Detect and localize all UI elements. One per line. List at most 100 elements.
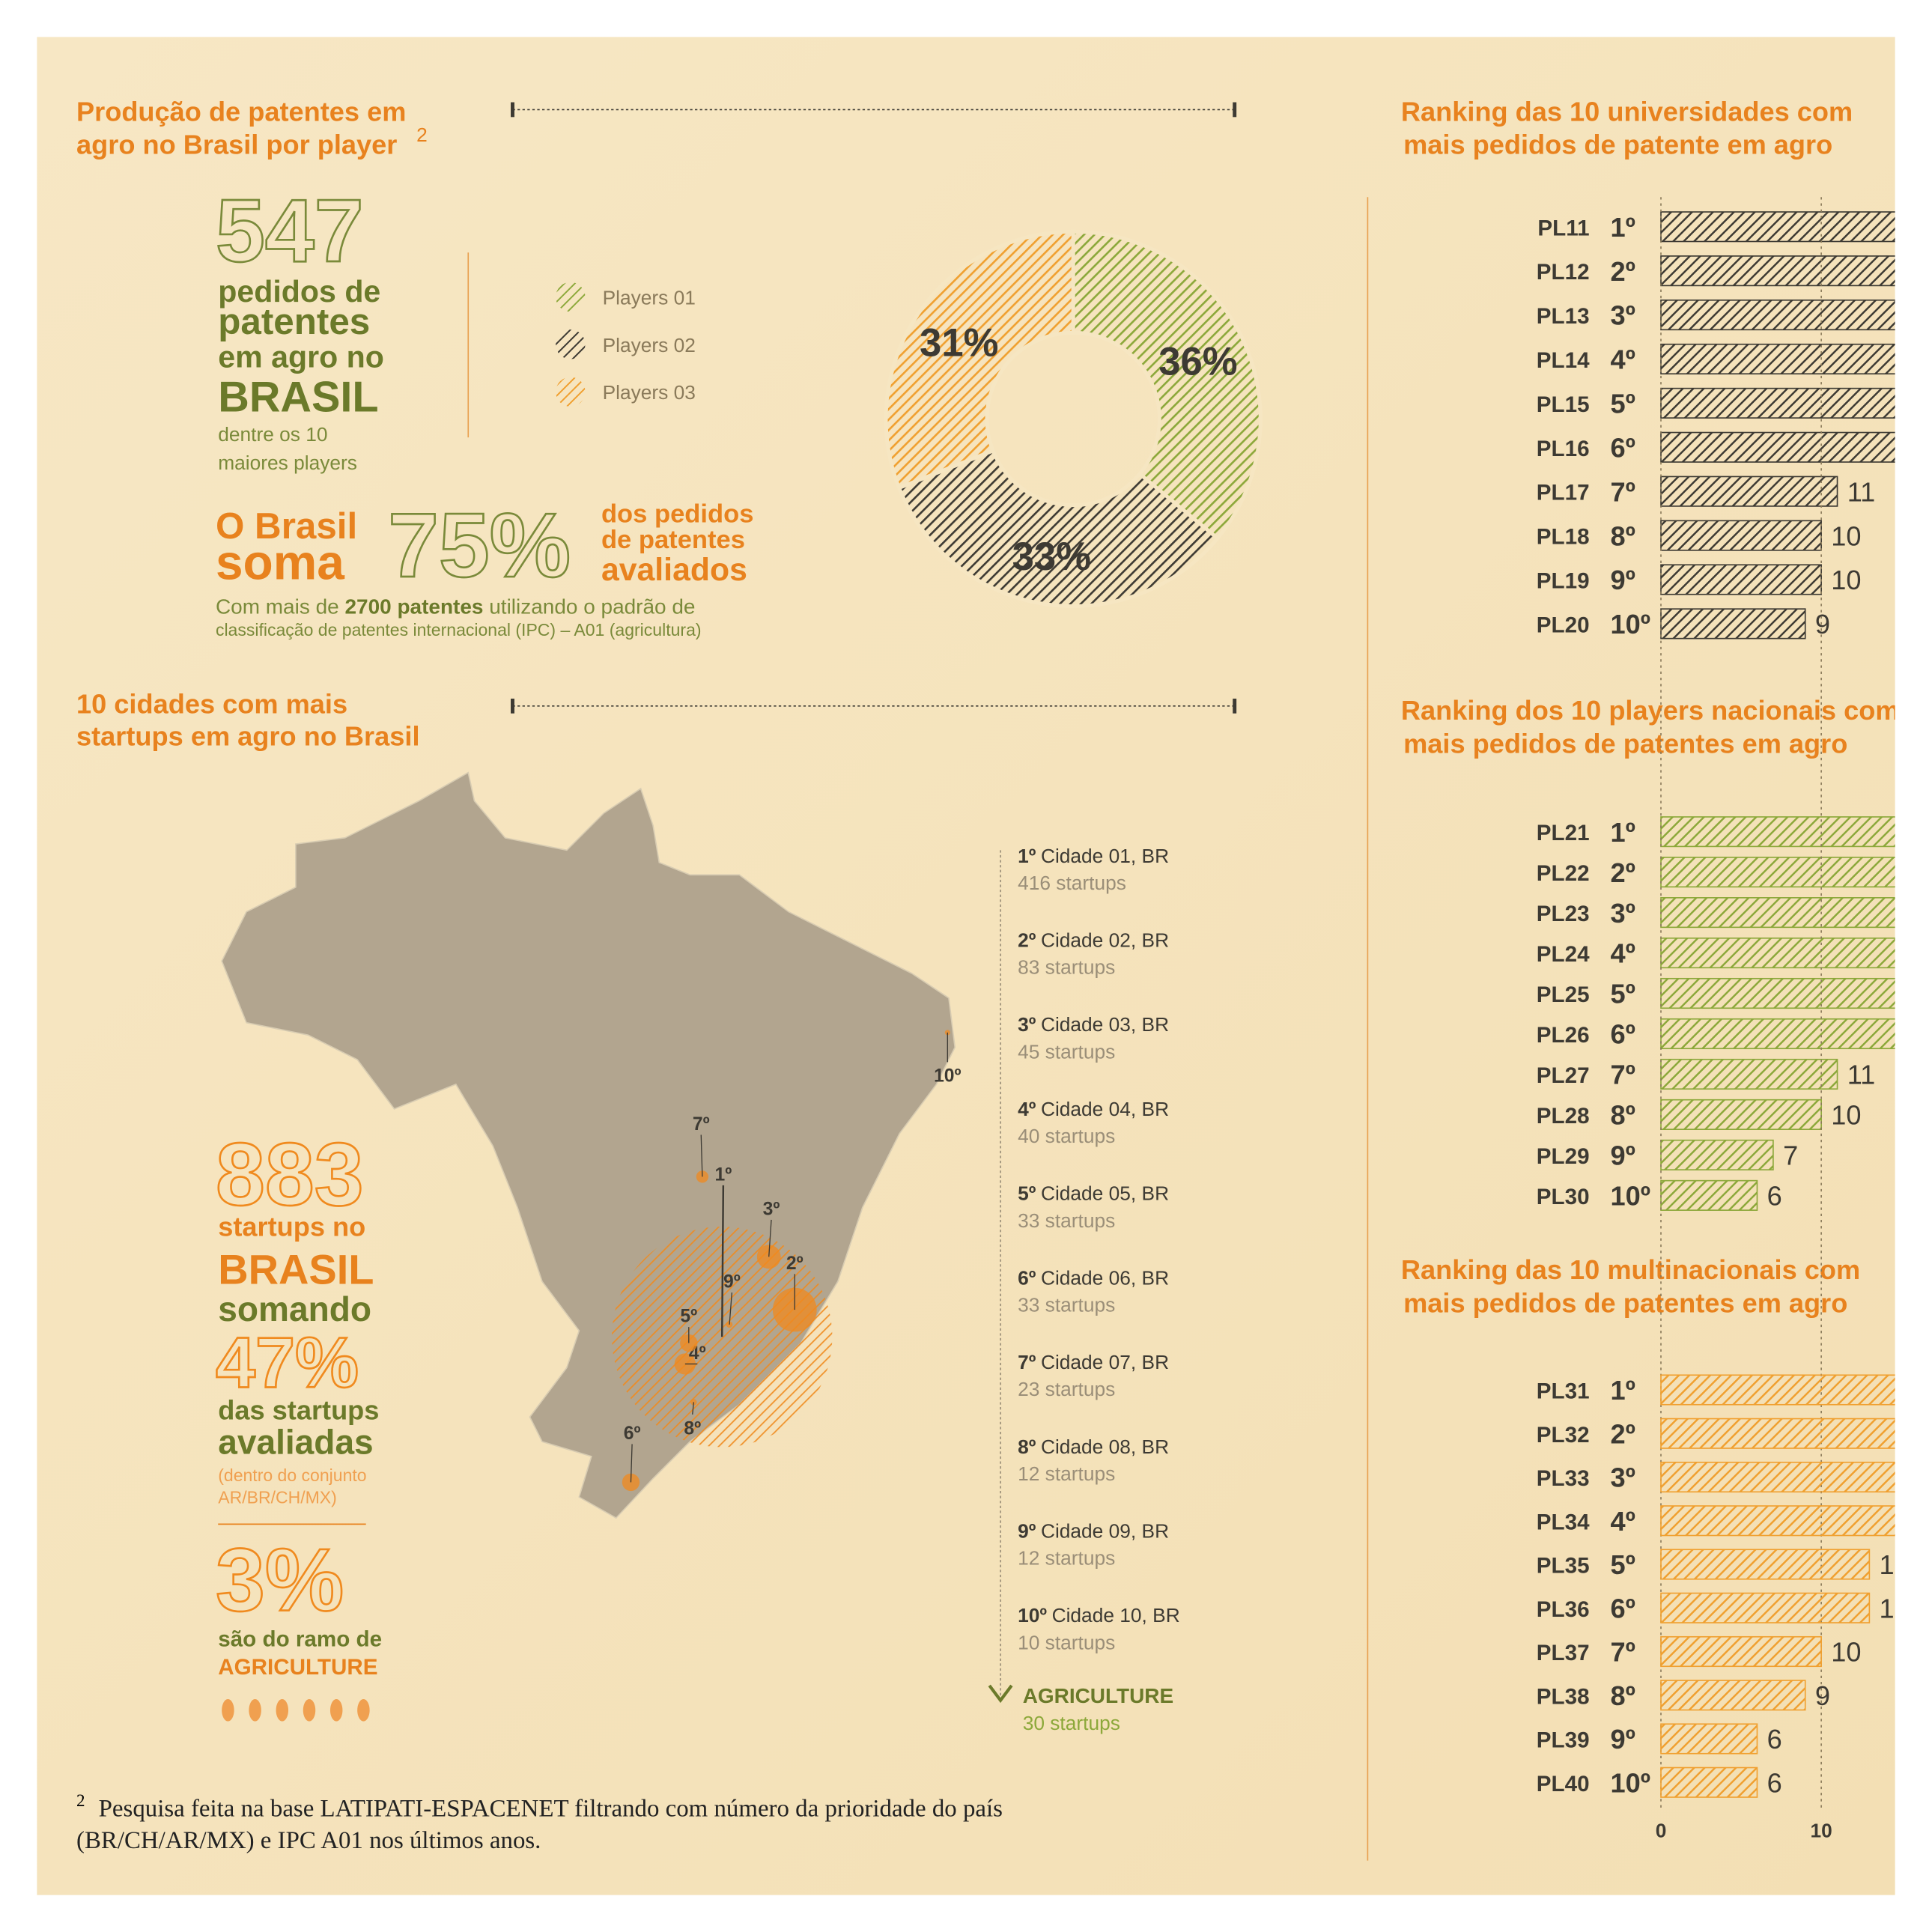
map-label: 6º xyxy=(624,1424,641,1444)
value-label: 13 xyxy=(1880,1549,1910,1580)
city-value: 12 startups xyxy=(1018,1547,1115,1570)
big-number: 3% xyxy=(216,1531,344,1630)
rule xyxy=(511,698,1237,714)
rank-label: 9º xyxy=(1611,565,1635,595)
city-name: Cidade 01, BR xyxy=(1041,845,1169,867)
x-tick-label: 0 xyxy=(1656,1819,1667,1841)
bar xyxy=(1660,1680,1806,1711)
rank-label: 4º xyxy=(1611,938,1635,969)
city-bubble xyxy=(726,1321,733,1328)
city-name: Cidade 10, BR xyxy=(1052,1604,1180,1626)
bar xyxy=(1660,1549,1871,1580)
rank-label: 10º xyxy=(1611,1181,1650,1212)
category-label: PL19 xyxy=(1537,569,1590,594)
rank-label: 7º xyxy=(1611,1637,1635,1668)
bar xyxy=(1660,1418,1895,1449)
category-label: PL16 xyxy=(1537,437,1590,461)
value-label: 10 xyxy=(1831,520,1861,551)
legend-label: Players 01 xyxy=(603,286,696,309)
chart-title: Ranking dos 10 players nacionais com xyxy=(1401,695,1900,726)
text: classificação de patentes internacional … xyxy=(216,620,702,640)
leader xyxy=(729,1292,733,1325)
agri-value: 30 startups xyxy=(1023,1712,1120,1734)
category-label: PL26 xyxy=(1537,1023,1590,1048)
big-number: 547 xyxy=(216,182,364,281)
city-rank: 9º xyxy=(1018,1519,1036,1542)
category-label: PL22 xyxy=(1537,861,1590,886)
city-value: 12 startups xyxy=(1018,1462,1115,1485)
bar xyxy=(1660,1058,1838,1090)
rank-label: 2º xyxy=(1611,1418,1635,1449)
category-label: PL25 xyxy=(1537,982,1590,1007)
text: são do ramo de xyxy=(218,1626,382,1651)
rank-label: 5º xyxy=(1611,389,1635,419)
big-number: 47% xyxy=(216,1324,359,1403)
bar xyxy=(1660,1374,1895,1406)
footnote-mark: 2 xyxy=(76,1790,85,1810)
category-label: PL29 xyxy=(1537,1144,1590,1169)
legend-swatch xyxy=(556,282,586,312)
text: utilizando o padrão de xyxy=(483,595,695,618)
bar xyxy=(1660,387,1895,419)
city-name: 1º Cidade 01, BR xyxy=(1018,845,1169,867)
city-bubble xyxy=(944,1030,950,1036)
bar xyxy=(1660,564,1822,595)
value-label: 11 xyxy=(1847,476,1876,507)
city-name: 6º Cidade 06, BR xyxy=(1018,1266,1169,1289)
text: BRASIL xyxy=(218,374,378,422)
bar xyxy=(1660,343,1895,375)
city-rank: 8º xyxy=(1018,1436,1036,1458)
value-label: 6 xyxy=(1767,1181,1782,1212)
rank-label: 3º xyxy=(1611,1462,1635,1493)
text: AR/BR/CH/MX) xyxy=(218,1487,337,1507)
category-label: PL35 xyxy=(1537,1554,1590,1579)
bar xyxy=(1660,1767,1758,1798)
text: 2700 patentes xyxy=(344,595,483,618)
city-rank: 2º xyxy=(1018,929,1036,951)
rank-label: 9º xyxy=(1611,1724,1635,1755)
text: patentes xyxy=(218,301,370,342)
category-label: PL27 xyxy=(1537,1063,1590,1088)
city-name: Cidade 07, BR xyxy=(1041,1351,1169,1373)
value-label: 7 xyxy=(1783,1140,1798,1171)
category-label: PL39 xyxy=(1537,1728,1590,1753)
rank-label: 7º xyxy=(1611,1060,1635,1090)
city-value: 10 startups xyxy=(1018,1631,1115,1653)
city-value: 416 startups xyxy=(1018,872,1126,894)
city-value: 33 startups xyxy=(1018,1209,1115,1232)
map-label: 2º xyxy=(786,1254,804,1274)
rank-label: 9º xyxy=(1611,1140,1635,1171)
category-label: PL15 xyxy=(1537,392,1590,417)
content: Produção de patentes em agro no Brasil p… xyxy=(76,96,1910,1861)
value-label: 10 xyxy=(1831,565,1861,595)
city-name: Cidade 02, BR xyxy=(1041,929,1169,951)
text: BRASIL xyxy=(218,1246,374,1293)
chart-title: Ranking das 10 multinacionais com xyxy=(1401,1254,1860,1285)
bar xyxy=(1660,1018,1895,1050)
wheat-icons xyxy=(222,1699,370,1722)
category-label: PL32 xyxy=(1537,1423,1590,1448)
bar xyxy=(1660,255,1895,287)
category-label: PL40 xyxy=(1537,1772,1590,1796)
bar xyxy=(1660,1505,1895,1537)
rank-label: 10º xyxy=(1611,1767,1650,1798)
city-bubble xyxy=(622,1473,640,1492)
city-rank: 6º xyxy=(1018,1266,1036,1289)
map-label: 8º xyxy=(684,1418,701,1439)
bar xyxy=(1660,1099,1822,1131)
leader xyxy=(630,1444,633,1483)
category-label: PL18 xyxy=(1537,525,1590,550)
city-name: Cidade 05, BR xyxy=(1041,1182,1169,1205)
city-name: Cidade 03, BR xyxy=(1041,1013,1169,1036)
bar xyxy=(1660,1635,1822,1668)
value-label: 13 xyxy=(1880,1593,1910,1623)
value-label: 9 xyxy=(1815,1680,1830,1711)
title: startups em agro no Brasil xyxy=(76,720,420,751)
category-label: PL13 xyxy=(1537,304,1590,329)
city-name: Cidade 04, BR xyxy=(1041,1098,1169,1120)
chart-title: mais pedidos de patentes em agro xyxy=(1403,1287,1847,1318)
bar xyxy=(1660,520,1822,551)
city-value: 83 startups xyxy=(1018,956,1115,979)
slice-label: 31% xyxy=(920,321,998,365)
value-label: 6 xyxy=(1767,1724,1782,1755)
